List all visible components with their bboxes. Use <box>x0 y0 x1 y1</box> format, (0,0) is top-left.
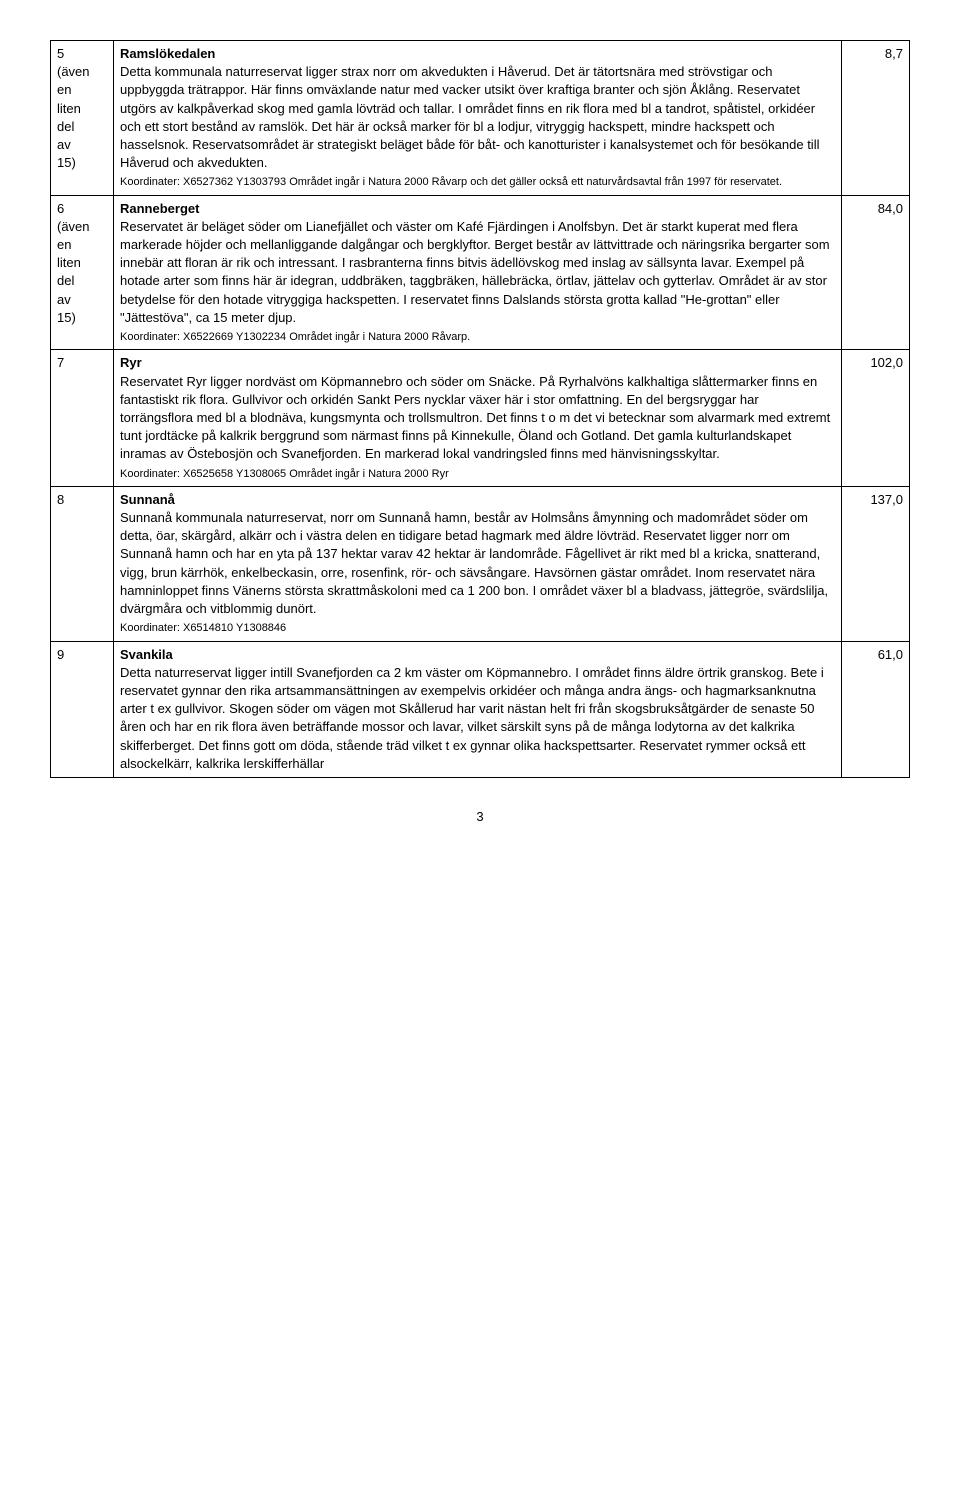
row-description: Ramslökedalen Detta kommunala naturreserv… <box>114 41 842 196</box>
row-description: Sunnanå Sunnanå kommunala naturreservat, … <box>114 486 842 641</box>
row-number: 7 <box>51 350 114 487</box>
coordinates: Koordinater: X6522669 Y1302234 Området i… <box>120 331 470 343</box>
reserve-body: Detta kommunala naturreservat ligger str… <box>120 64 819 170</box>
coordinates: Koordinater: X6525658 Y1308065 Området i… <box>120 468 449 480</box>
row-number: 5 (även en liten del av 15) <box>51 41 114 196</box>
coordinates: Koordinater: X6514810 Y1308846 <box>120 622 286 634</box>
reserve-body: Detta naturreservat ligger intill Svanef… <box>120 665 824 771</box>
row-area: 102,0 <box>842 350 910 487</box>
table-row: 9 Svankila Detta naturreservat ligger inti… <box>51 641 910 777</box>
table-row: 7 Ryr Reservatet Ryr ligger nordväst om Kö… <box>51 350 910 487</box>
row-description: Ryr Reservatet Ryr ligger nordväst om Köp… <box>114 350 842 487</box>
row-number: 8 <box>51 486 114 641</box>
reserves-table: 5 (även en liten del av 15)Ramslökedalen… <box>50 40 910 778</box>
reserve-title: Ryr <box>120 355 142 370</box>
table-row: 8 Sunnanå Sunnanå kommunala naturreservat,… <box>51 486 910 641</box>
reserve-body: Reservatet Ryr ligger nordväst om Köpman… <box>120 374 830 462</box>
reserve-title: Svankila <box>120 647 173 662</box>
reserve-title: Ranneberget <box>120 201 199 216</box>
row-area: 137,0 <box>842 486 910 641</box>
row-description: Ranneberget Reservatet är beläget söder o… <box>114 195 842 350</box>
table-row: 6 (även en liten del av 15) Ranneberget Re… <box>51 195 910 350</box>
reserve-title: Sunnanå <box>120 492 175 507</box>
table-row: 5 (även en liten del av 15)Ramslökedalen… <box>51 41 910 196</box>
row-number: 9 <box>51 641 114 777</box>
reserve-title: Ramslökedalen <box>120 46 215 61</box>
reserve-body: Reservatet är beläget söder om Lianefjäl… <box>120 219 830 325</box>
row-area: 84,0 <box>842 195 910 350</box>
row-number: 6 (även en liten del av 15) <box>51 195 114 350</box>
row-description: Svankila Detta naturreservat ligger intil… <box>114 641 842 777</box>
page-number: 3 <box>50 808 910 826</box>
reserve-body: Sunnanå kommunala naturreservat, norr om… <box>120 510 828 616</box>
row-area: 8,7 <box>842 41 910 196</box>
coordinates: Koordinater: X6527362 Y1303793 Området i… <box>120 176 782 188</box>
row-area: 61,0 <box>842 641 910 777</box>
